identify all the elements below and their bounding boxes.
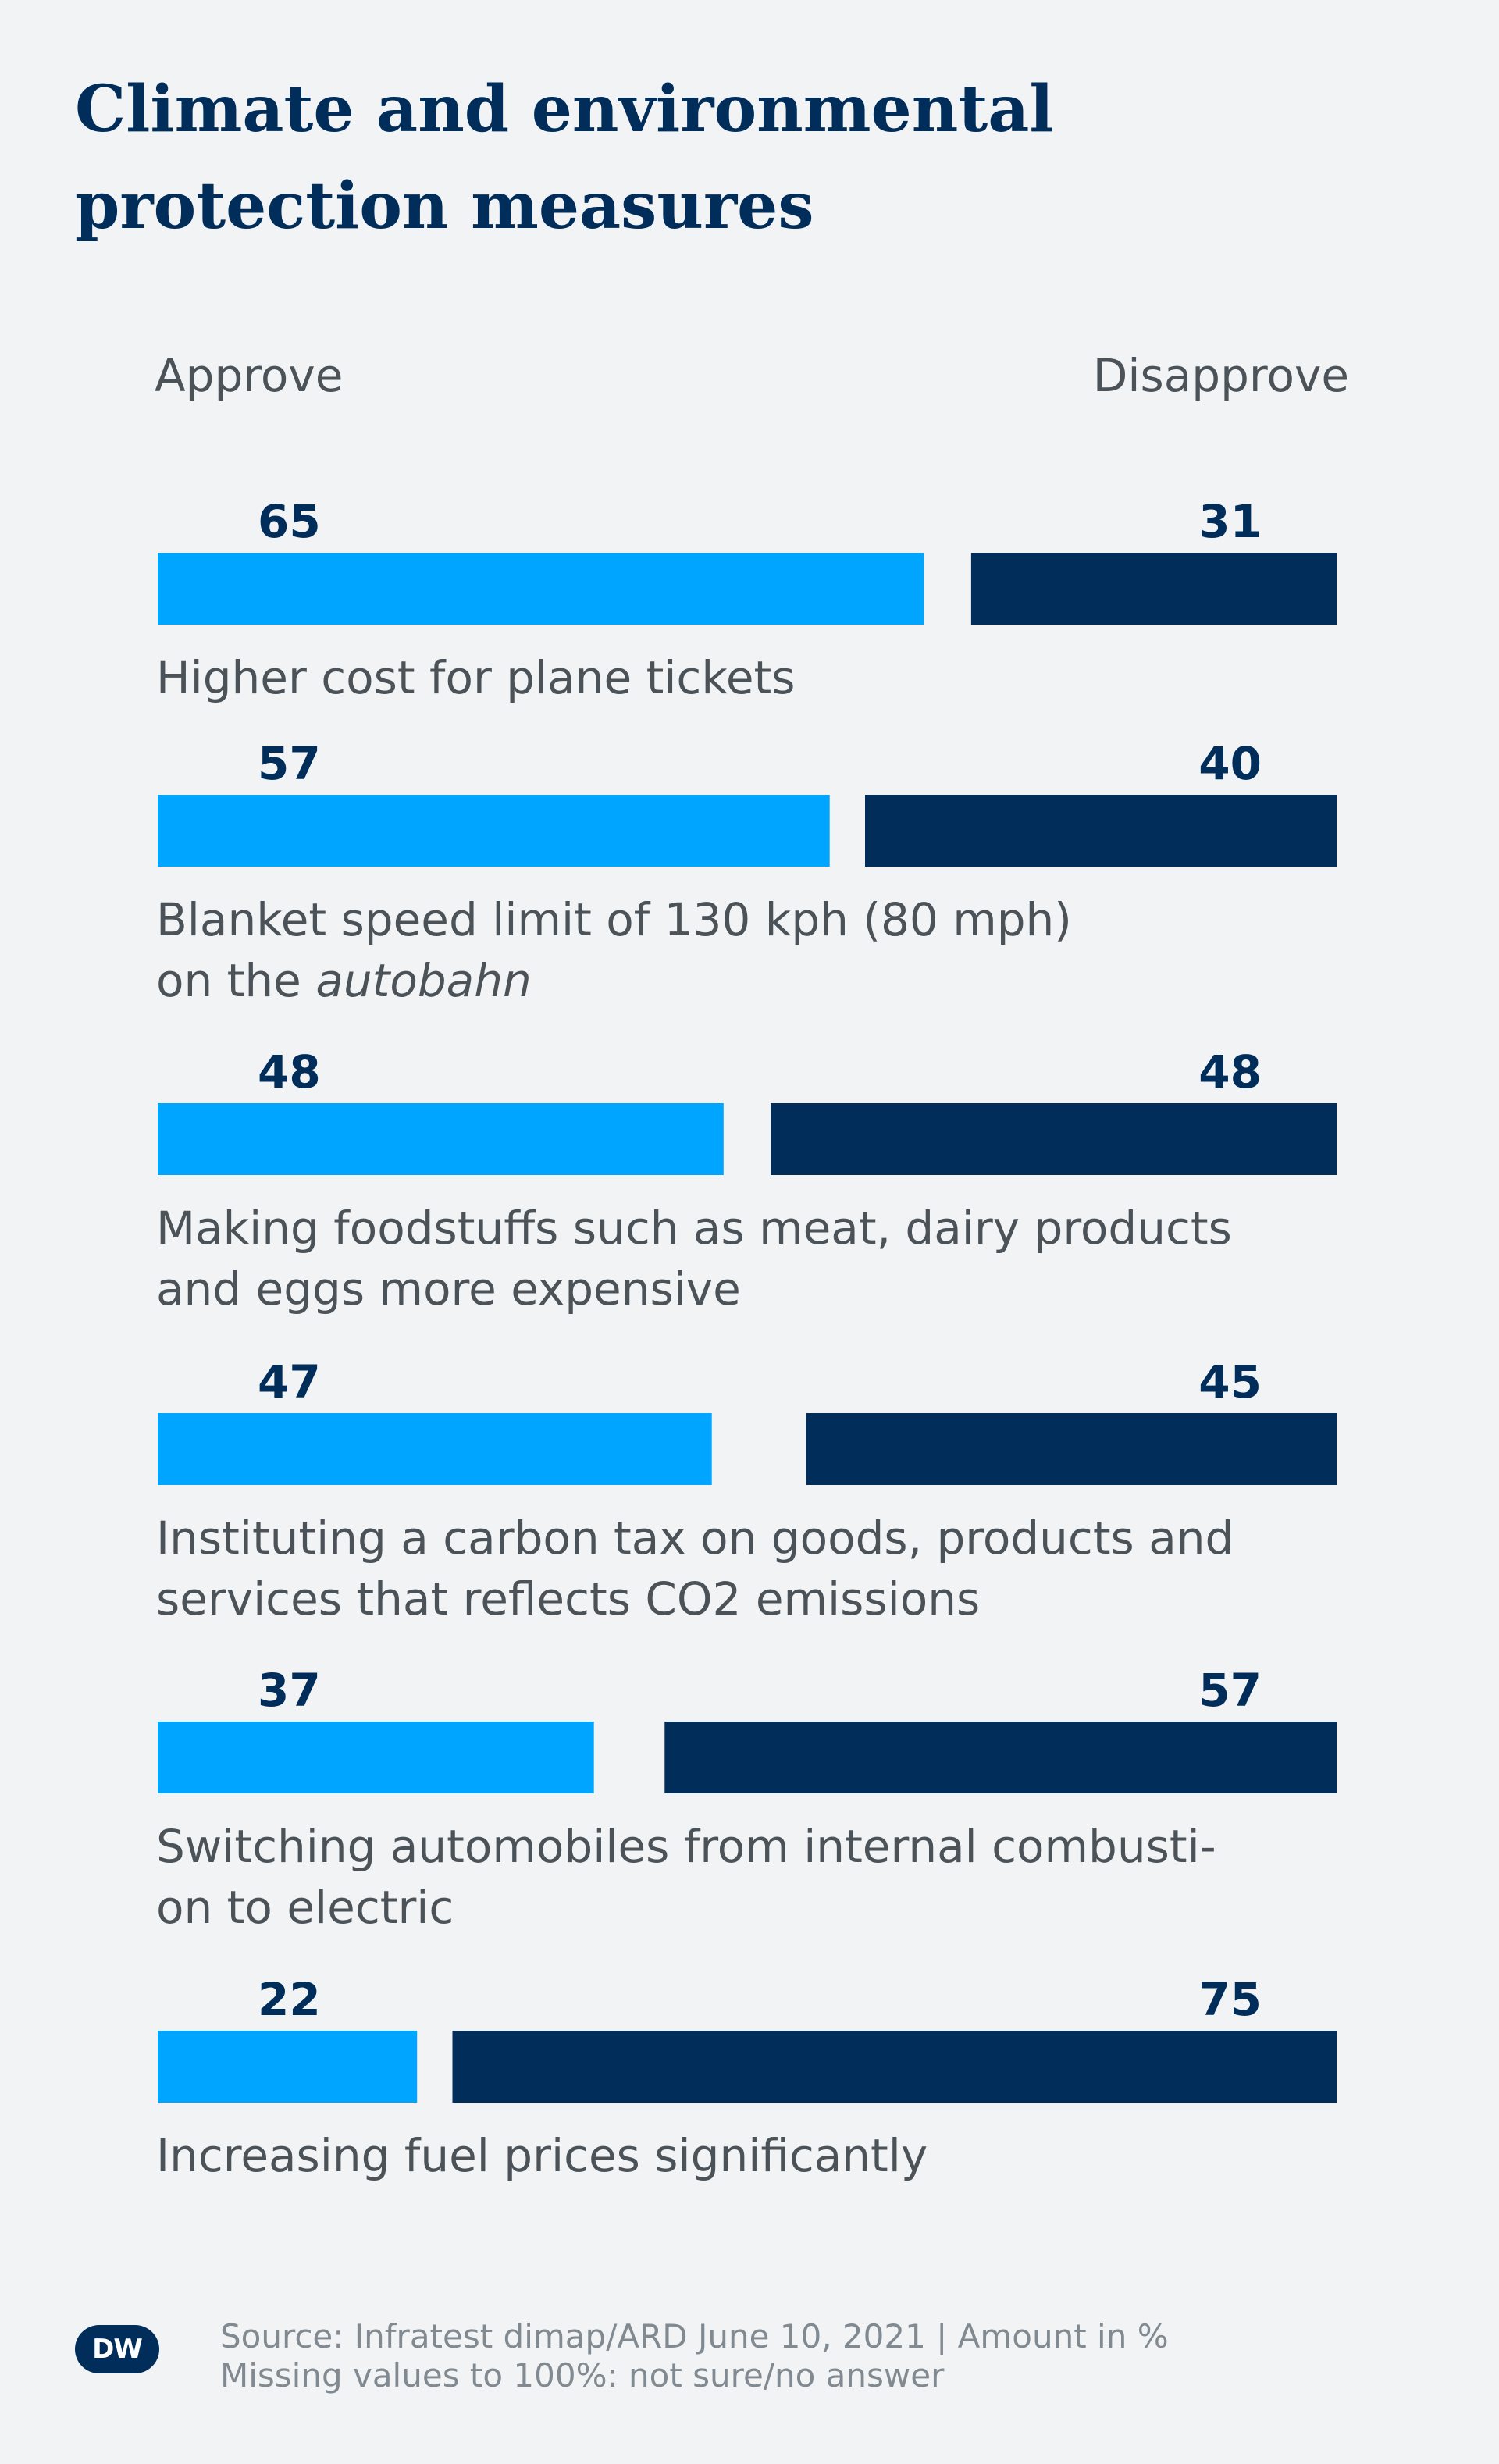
approve-value-label: 57 bbox=[258, 737, 321, 790]
title-line-1: Climate and environmental bbox=[75, 72, 1054, 147]
disapprove-value-label: 75 bbox=[1198, 1973, 1262, 2026]
approve-bar bbox=[158, 2031, 418, 2103]
disapprove-value-label: 40 bbox=[1198, 737, 1262, 790]
approve-value-label: 47 bbox=[258, 1355, 321, 1408]
approve-bar bbox=[158, 553, 924, 625]
category-label: on the autobahn bbox=[156, 954, 532, 1007]
disapprove-value-label: 31 bbox=[1198, 495, 1262, 548]
approve-value-label: 22 bbox=[258, 1973, 321, 2026]
category-label: Higher cost for plane tickets bbox=[156, 651, 796, 704]
approve-column-label: Approve bbox=[155, 349, 344, 402]
approve-value-label: 65 bbox=[258, 495, 321, 548]
title-line-2: protection measures bbox=[75, 169, 814, 244]
approve-value-label: 48 bbox=[258, 1045, 321, 1098]
approve-value-label: 37 bbox=[258, 1664, 321, 1717]
category-label: services that reflects CO2 emissions bbox=[156, 1572, 980, 1625]
disapprove-bar bbox=[806, 1413, 1337, 1485]
footer: DW Source: Infratest dimap/ARD June 10, … bbox=[75, 2317, 1402, 2403]
disapprove-column-label: Disapprove bbox=[1092, 349, 1349, 402]
disapprove-value-label: 57 bbox=[1198, 1664, 1262, 1717]
category-label: Making foodstuffs such as meat, dairy pr… bbox=[156, 1202, 1232, 1255]
disapprove-bar bbox=[452, 2031, 1337, 2103]
category-label: Blanket speed limit of 130 kph (80 mph) bbox=[156, 893, 1072, 946]
dw-logo: DW bbox=[75, 2325, 159, 2373]
category-label: Increasing fuel prices significantly bbox=[156, 2129, 928, 2182]
category-label: Switching automobiles from internal comb… bbox=[156, 1820, 1216, 1873]
source-line-2: Missing values to 100%: not sure/no answ… bbox=[220, 2356, 945, 2395]
source-note: Source: Infratest dimap/ARD June 10, 202… bbox=[220, 2317, 1169, 2395]
category-label: Instituting a carbon tax on goods, produ… bbox=[156, 1512, 1234, 1565]
disapprove-bar bbox=[970, 553, 1337, 625]
category-label: on to electric bbox=[156, 1881, 454, 1934]
source-line-1: Source: Infratest dimap/ARD June 10, 202… bbox=[220, 2317, 1169, 2355]
disapprove-value-label: 48 bbox=[1198, 1045, 1262, 1098]
disapprove-bar bbox=[664, 1722, 1337, 1793]
approve-bar bbox=[158, 1103, 724, 1175]
disapprove-value-label: 45 bbox=[1198, 1355, 1262, 1408]
approve-bar bbox=[158, 1722, 594, 1793]
chart-title: Climate and environmental protection mea… bbox=[75, 61, 1246, 255]
approve-bar bbox=[158, 1413, 712, 1485]
category-label: and eggs more expensive bbox=[156, 1262, 741, 1316]
disapprove-bar bbox=[865, 795, 1337, 867]
approve-bar bbox=[158, 795, 830, 867]
disapprove-bar bbox=[771, 1103, 1337, 1175]
